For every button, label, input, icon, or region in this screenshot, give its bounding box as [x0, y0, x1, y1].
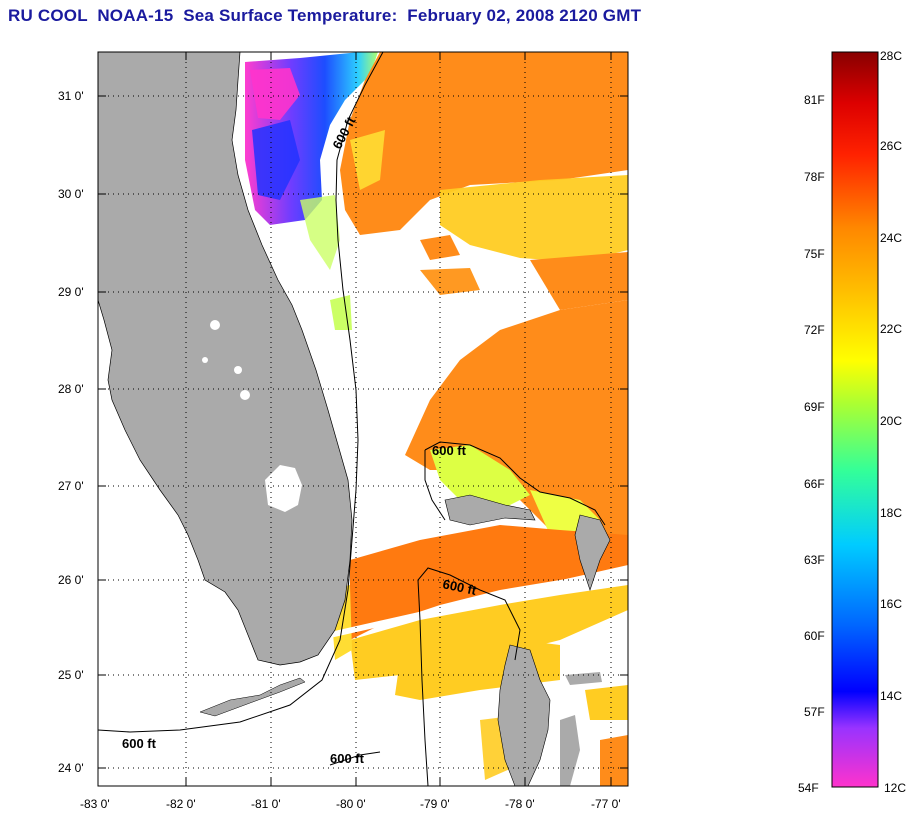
colorbar-f-label: 63F: [804, 553, 825, 567]
lat-label: 29 0': [58, 285, 84, 299]
contour-label: 600 ft: [432, 443, 467, 458]
colorbar-c-label: 24C: [880, 231, 902, 245]
lon-label: -79 0': [420, 797, 450, 811]
contour-label: 600 ft: [441, 576, 478, 598]
lat-label: 31 0': [58, 89, 84, 103]
lat-label: 25 0': [58, 668, 84, 682]
abaco-island: [574, 514, 611, 591]
colorbar: [831, 51, 879, 788]
lon-label: -77 0': [591, 797, 621, 811]
lat-label: 27 0': [58, 479, 84, 493]
isobath-600ft-bahamas-north: [424, 441, 606, 526]
colorbar-f-label: 66F: [804, 477, 825, 491]
grid-lines: [97, 52, 628, 786]
lon-label: -82 0': [166, 797, 196, 811]
colorbar-f-label: 57F: [804, 705, 825, 719]
colorbar-c-label: 22C: [880, 322, 902, 336]
colorbar-c-label: 20C: [880, 414, 902, 428]
florida-landmass: [98, 52, 353, 666]
lon-label: -81 0': [251, 797, 281, 811]
andros-island: [497, 644, 551, 786]
isobath-600ft-florida: [98, 52, 384, 733]
lat-label: 26 0': [58, 573, 84, 587]
colorbar-f-label: 75F: [804, 247, 825, 261]
map-title: RU COOL NOAA-15 Sea Surface Temperature:…: [8, 6, 642, 25]
plot-frame: [97, 51, 629, 787]
lat-label: 24 0': [58, 761, 84, 775]
lat-label: 28 0': [58, 382, 84, 396]
colorbar-f-label: 69F: [804, 400, 825, 414]
lat-label: 30 0': [58, 187, 84, 201]
isobath-600ft-south: [329, 751, 381, 766]
colorbar-f-label: 54F: [798, 781, 819, 795]
lon-label: -78 0': [505, 797, 535, 811]
axis-ticks: [98, 52, 628, 786]
colorbar-c-label: 14C: [880, 689, 902, 703]
florida-keys: [199, 677, 306, 717]
colorbar-c-label: 28C: [880, 49, 902, 63]
colorbar-c-label: 16C: [880, 597, 902, 611]
colorbar-c-label: 12C: [884, 781, 906, 795]
contour-label: 600 ft: [122, 736, 157, 751]
sst-data-layer: [98, 52, 628, 786]
lake-okeechobee: [265, 465, 302, 512]
grand-bahama: [444, 494, 536, 526]
colorbar-f-label: 72F: [804, 323, 825, 337]
lon-label: -80 0': [336, 797, 366, 811]
isobath-600ft-tongue: [417, 567, 521, 661]
colorbar-c-label: 18C: [880, 506, 902, 520]
colorbar-f-label: 81F: [804, 93, 825, 107]
warm-water-central: [405, 300, 628, 550]
contour-label: 600 ft: [330, 751, 365, 766]
colorbar-f-label: 78F: [804, 170, 825, 184]
colorbar-c-label: 26C: [880, 139, 902, 153]
lon-label: -83 0': [80, 797, 110, 811]
colorbar-f-label: 60F: [804, 629, 825, 643]
warm-water-north: [340, 52, 628, 235]
